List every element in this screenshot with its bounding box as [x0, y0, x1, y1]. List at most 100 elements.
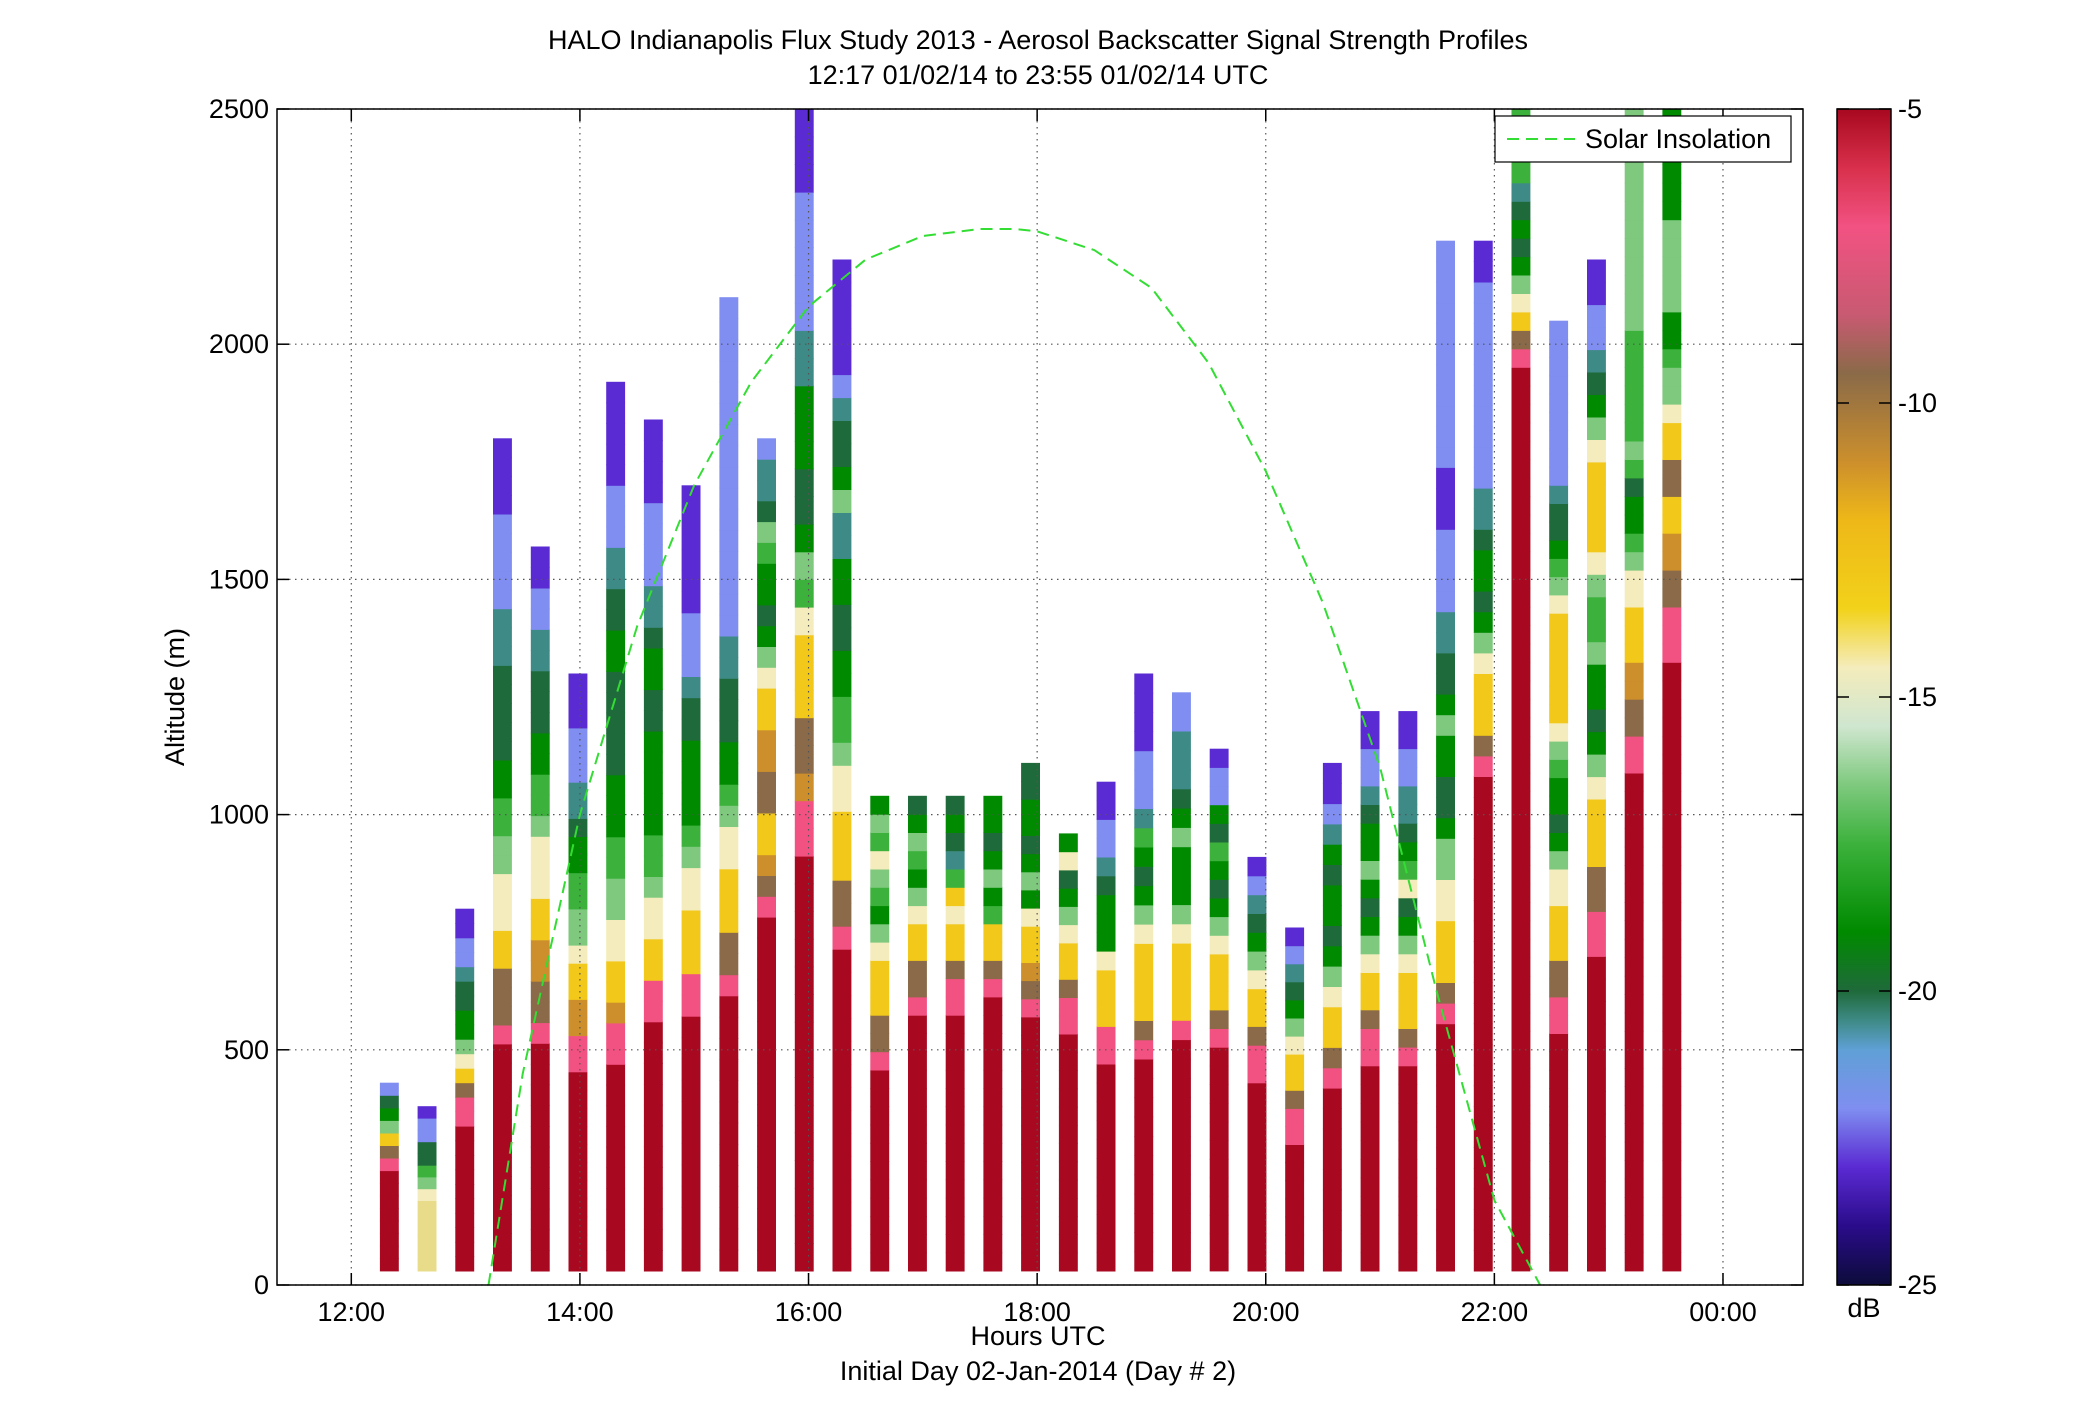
heatmap-cell: [568, 1198, 588, 1218]
heatmap-cell: [1436, 755, 1455, 777]
heatmap-cell: [530, 691, 550, 713]
heatmap-cell: [1473, 529, 1493, 551]
heatmap-cell: [1398, 860, 1418, 880]
heatmap-cell: [1058, 1216, 1078, 1235]
heatmap-cell: [1549, 1179, 1569, 1199]
heatmap-cell: [1322, 783, 1342, 805]
heatmap-cell: [606, 381, 626, 404]
heatmap-cell: [455, 1111, 475, 1127]
heatmap-cell: [945, 1069, 965, 1089]
heatmap-cell: [1624, 588, 1644, 608]
heatmap-cell: [1549, 1106, 1569, 1126]
heatmap-cell: [1021, 1216, 1040, 1236]
heatmap-cell: [1134, 1174, 1154, 1195]
heatmap-cell: [1662, 846, 1682, 866]
heatmap-cell: [908, 1197, 927, 1217]
heatmap-cell: [1322, 986, 1342, 1008]
heatmap-cell: [1247, 1007, 1267, 1027]
heatmap-cell: [983, 1051, 1003, 1071]
heatmap-cell: [643, 689, 663, 711]
heatmap-cell: [1172, 923, 1191, 944]
heatmap-cell: [493, 1252, 512, 1272]
heatmap-cell: [1511, 717, 1531, 737]
heatmap-cell: [794, 911, 814, 940]
heatmap-cell: [1511, 625, 1531, 645]
heatmap-cell: [530, 650, 550, 672]
heatmap-cell: [1096, 838, 1116, 858]
heatmap-cell: [832, 351, 852, 376]
heatmap-cell: [1587, 1091, 1606, 1115]
heatmap-cell: [455, 1184, 475, 1200]
heatmap-cell: [568, 1053, 588, 1073]
heatmap-cell: [681, 1058, 701, 1081]
heatmap-cell: [1549, 722, 1569, 742]
heatmap-cell: [681, 782, 701, 805]
heatmap-cell: [681, 825, 701, 847]
heatmap-cell: [1058, 997, 1078, 1017]
heatmap-cell: [757, 604, 776, 627]
heatmap-cell: [1398, 1233, 1418, 1253]
heatmap-cell: [1285, 1126, 1305, 1145]
heatmap-cell: [870, 1252, 890, 1272]
heatmap-cell: [1624, 643, 1644, 663]
heatmap-cell: [493, 589, 512, 610]
heatmap-cell: [455, 1082, 475, 1098]
heatmap-cell: [493, 551, 512, 572]
heatmap-cell: [983, 1088, 1003, 1108]
heatmap-cell: [1209, 1252, 1229, 1272]
heatmap-cell: [1058, 1070, 1078, 1090]
heatmap-cell: [945, 1106, 965, 1126]
heatmap-cell: [1511, 551, 1531, 571]
heatmap-cell: [606, 1126, 626, 1148]
heatmap-cell: [1285, 1234, 1305, 1254]
heatmap-cell: [1473, 446, 1493, 468]
heatmap-cell: [794, 1132, 814, 1161]
heatmap-cell: [1247, 894, 1267, 914]
heatmap-cell: [719, 953, 739, 976]
heatmap-cell: [681, 549, 701, 571]
heatmap-cell: [681, 506, 701, 529]
heatmap-cell: [681, 1016, 701, 1038]
heatmap-cell: [1436, 364, 1455, 386]
heatmap-cell: [1436, 735, 1455, 757]
heatmap-cell: [870, 1124, 890, 1144]
heatmap-cell: [1511, 441, 1531, 460]
heatmap-cell: [1511, 459, 1531, 479]
heatmap-cell: [794, 1049, 814, 1078]
heatmap-cell: [1058, 979, 1078, 998]
heatmap-cell: [757, 646, 776, 668]
heatmap-cell: [945, 868, 965, 888]
heatmap-cell: [530, 898, 550, 920]
heatmap-cell: [1021, 1252, 1040, 1272]
heatmap-cell: [1398, 1103, 1418, 1123]
heatmap-cell: [1549, 905, 1569, 925]
heatmap-cell: [1209, 953, 1229, 974]
heatmap-cell: [1624, 902, 1644, 921]
heatmap-cell: [1285, 1180, 1305, 1200]
heatmap-cell: [1662, 938, 1682, 958]
heatmap-cell: [1511, 256, 1531, 276]
heatmap-cell: [530, 1229, 550, 1251]
heatmap-cell: [1549, 1252, 1569, 1272]
heatmap-cell: [1624, 275, 1644, 294]
heatmap-cell: [1096, 1045, 1116, 1065]
heatmap-cell: [908, 1216, 927, 1235]
heatmap-cell: [1511, 496, 1531, 516]
heatmap-cell: [983, 795, 1003, 815]
heatmap-cell: [1549, 412, 1569, 431]
heatmap-cell: [1172, 1135, 1191, 1156]
heatmap-cell: [1360, 1065, 1380, 1085]
heatmap-cell: [719, 593, 739, 616]
heatmap-cell: [606, 1208, 626, 1231]
heatmap-cell: [417, 1223, 437, 1237]
colorbar-tick-label: -15: [1898, 682, 1937, 712]
heatmap-cell: [870, 1088, 890, 1108]
heatmap-cell: [379, 1145, 399, 1159]
heatmap-cell: [794, 828, 814, 857]
heatmap-cell: [1247, 1158, 1267, 1178]
heatmap-cell: [1473, 1023, 1493, 1045]
heatmap-cell: [1473, 714, 1493, 736]
heatmap-cell: [1096, 1214, 1116, 1234]
heatmap-cell: [832, 328, 852, 353]
heatmap-cell: [1134, 731, 1154, 752]
